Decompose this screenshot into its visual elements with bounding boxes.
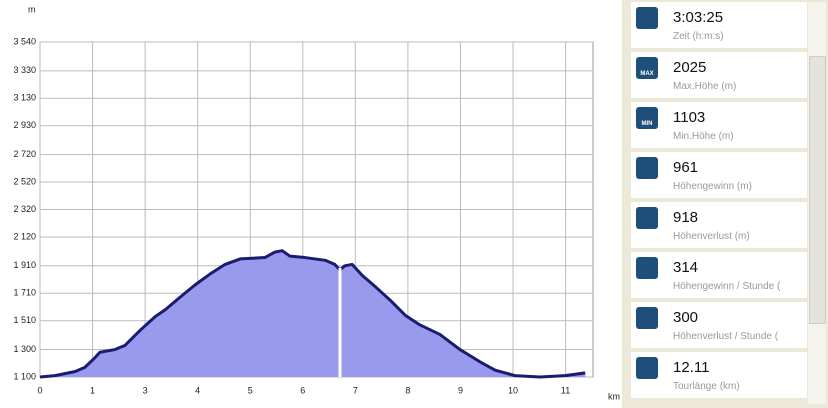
y-tick-label: 2 720: [13, 149, 36, 159]
y-tick-label: 2 120: [13, 231, 36, 241]
stat-icon: [636, 157, 658, 179]
x-tick-label: 3: [143, 385, 148, 395]
x-tick-label: 11: [561, 385, 570, 395]
y-tick-label: 2 930: [13, 120, 36, 130]
stat-item: 961 Höhengewinn (m): [631, 152, 807, 198]
stat-label: Höhenverlust (m): [673, 231, 750, 242]
y-tick-label: 2 520: [13, 176, 36, 186]
x-tick-label: 8: [405, 385, 410, 395]
stat-icon: [636, 357, 658, 379]
x-tick-label: 10: [508, 385, 518, 395]
stat-icon: MIN: [636, 107, 658, 129]
stat-label: Höhengewinn (m): [673, 181, 752, 192]
stat-label: Max.Höhe (m): [673, 81, 737, 92]
stat-icon: [636, 7, 658, 29]
stat-item: 3:03:25 Zeit (h:m:s): [631, 2, 807, 48]
stat-icon: [636, 257, 658, 279]
stat-value: 918: [673, 209, 699, 226]
stat-value: 300: [673, 309, 699, 326]
y-tick-label: 1 300: [13, 344, 36, 354]
x-tick-label: 1: [90, 385, 95, 395]
y-unit: m: [28, 4, 36, 14]
y-tick-label: 2 320: [13, 204, 36, 214]
stat-item: MIN 1103 Min.Höhe (m): [631, 102, 807, 148]
area: [40, 250, 586, 377]
stat-value: 3:03:25: [673, 9, 724, 26]
stat-label: Tourlänge (km): [673, 381, 740, 392]
x-tick-label: 6: [300, 385, 305, 395]
stat-item: 12.11 Tourlänge (km): [631, 352, 807, 398]
stat-value: 961: [673, 159, 699, 176]
stat-value: 2025: [673, 59, 707, 76]
x-tick-label: 9: [458, 385, 463, 395]
stat-label: Höhengewinn / Stunde (: [673, 281, 781, 292]
y-tick-label: 3 330: [13, 65, 36, 75]
scroll-thumb[interactable]: [809, 56, 826, 324]
scrollbar[interactable]: [808, 2, 826, 404]
y-tick-label: 3 130: [13, 93, 36, 103]
x-tick-label: 5: [248, 385, 253, 395]
line: [39, 249, 586, 379]
y-tick-label: 1 910: [13, 260, 36, 270]
stat-item: MAX 2025 Max.Höhe (m): [631, 52, 807, 98]
stat-label: Höhenverlust / Stunde (: [673, 331, 779, 342]
stat-item: 300 Höhenverlust / Stunde (: [631, 302, 807, 348]
stat-icon: MAX: [636, 57, 658, 79]
stat-label: Zeit (h:m:s): [673, 31, 724, 42]
y-tick-label: 3 540: [13, 36, 36, 46]
stat-icon: [636, 307, 658, 329]
stats-panel: 3:03:25 Zeit (h:m:s) MAX 2025 Max.Höhe (m) MI…: [631, 2, 807, 404]
stat-label: Min.Höhe (m): [673, 131, 734, 142]
x-tick-label: 4: [195, 385, 200, 395]
stat-item: 918 Höhenverlust (m): [631, 202, 807, 248]
y-tick-label: 1 710: [13, 288, 36, 298]
stat-value: 1103: [673, 109, 706, 126]
stat-value: 12.11: [673, 359, 710, 376]
stat-value: 314: [673, 259, 699, 276]
x-unit: km: [608, 391, 620, 401]
x-tick-label: 7: [353, 385, 358, 395]
y-tick-label: 1 510: [13, 315, 36, 325]
stat-item: 314 Höhengewinn / Stunde (: [631, 252, 807, 298]
stat-icon: [636, 207, 658, 229]
x-tick-label: 0: [37, 385, 42, 395]
y-tick-label: 1 100: [13, 371, 36, 381]
